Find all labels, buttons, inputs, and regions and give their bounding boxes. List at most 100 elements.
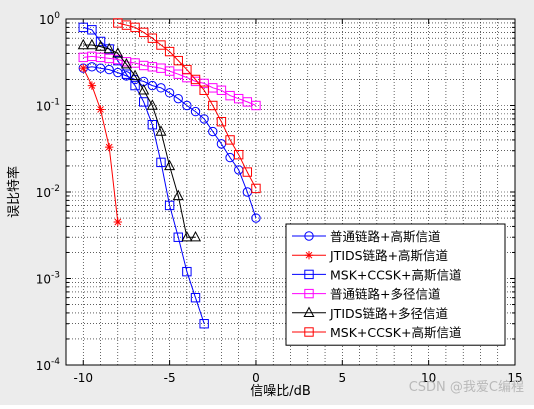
data-point	[95, 40, 107, 51]
data-point	[164, 46, 175, 57]
data-point	[173, 55, 183, 66]
data-point	[147, 33, 158, 43]
data-point	[77, 38, 89, 50]
y-tick-label: 10-4	[36, 357, 61, 373]
data-point	[182, 100, 192, 111]
data-point	[156, 157, 166, 168]
data-point	[208, 100, 218, 111]
series-line	[83, 55, 257, 106]
data-point	[139, 27, 149, 38]
legend-item: 普通链路+多径信道	[292, 287, 441, 302]
legend-label: MSK+CCSK+高斯信道	[330, 325, 462, 340]
data-point	[208, 126, 218, 137]
data-point	[104, 64, 114, 75]
series-3	[78, 22, 209, 329]
data-point	[87, 25, 97, 35]
data-point	[233, 149, 244, 160]
data-point	[304, 269, 314, 280]
data-point	[303, 306, 315, 317]
legend-label: 普通链路+高斯信道	[330, 229, 441, 244]
data-point	[96, 105, 105, 114]
legend-item: 普通链路+高斯信道	[292, 229, 441, 244]
data-point	[139, 97, 149, 107]
x-tick-label: 5	[338, 371, 346, 385]
data-point	[95, 36, 106, 47]
y-tick-label: 10-3	[36, 271, 60, 287]
data-point	[190, 106, 201, 117]
data-point	[242, 167, 253, 177]
series-5	[77, 38, 202, 242]
data-point	[182, 266, 192, 277]
data-point	[173, 93, 183, 104]
data-point	[147, 119, 158, 130]
x-tick-label: 15	[507, 371, 522, 385]
x-tick-label: 10	[421, 371, 436, 385]
data-point	[129, 69, 141, 81]
watermark: CSDN @我爱C编程	[408, 380, 524, 395]
series-6	[113, 18, 261, 194]
y-tick-label: 10-2	[36, 184, 60, 200]
data-point	[87, 81, 97, 90]
data-point	[156, 40, 166, 50]
data-point	[216, 116, 227, 127]
data-point	[304, 231, 314, 241]
legend-label: 普通链路+多径信道	[330, 287, 441, 302]
y-axis-label: 误比特率	[6, 166, 22, 218]
data-point	[164, 159, 176, 171]
legend-item: MSK+CCSK+高斯信道	[292, 267, 462, 282]
data-point	[104, 142, 114, 152]
legend-item: JTIDS链路+高斯信道	[292, 248, 449, 263]
x-tick-label: -10	[73, 371, 93, 385]
series-line	[83, 26, 205, 324]
legend-label: JTIDS链路+高斯信道	[329, 248, 449, 263]
data-point	[190, 74, 201, 85]
data-point	[146, 99, 158, 110]
data-point	[103, 42, 115, 54]
series-4	[78, 51, 261, 111]
data-point	[251, 213, 261, 223]
y-tick-label: 10-1	[36, 98, 60, 114]
data-point	[173, 232, 183, 242]
x-axis-label: 信噪比/dB	[250, 384, 311, 399]
data-point	[86, 38, 98, 50]
data-point	[164, 200, 175, 211]
data-point	[164, 88, 175, 98]
data-point	[113, 217, 123, 227]
data-point	[147, 80, 158, 91]
data-point	[156, 83, 166, 93]
data-point	[251, 183, 261, 194]
data-point	[130, 22, 140, 33]
data-point	[251, 100, 261, 111]
data-point	[304, 251, 314, 260]
series-line	[83, 66, 257, 219]
legend-item: JTIDS链路+多径信道	[292, 306, 449, 321]
data-point	[225, 135, 235, 145]
legend-item: MSK+CCSK+高斯信道	[292, 325, 462, 340]
y-tick-label: 100	[39, 11, 60, 27]
legend-box	[285, 223, 506, 346]
data-point	[189, 230, 202, 242]
data-point	[182, 64, 192, 75]
series-line	[83, 44, 196, 238]
data-point	[199, 85, 209, 95]
legend-label: JTIDS链路+多径信道	[329, 306, 449, 321]
data-point	[304, 327, 314, 337]
legend: 普通链路+高斯信道 JTIDS链路+高斯信道 MSK+CCSK+高斯信道普通链路+多…	[285, 223, 506, 346]
data-point	[138, 83, 150, 95]
data-point	[216, 85, 227, 95]
x-tick-label: -5	[164, 371, 176, 385]
data-point	[304, 288, 314, 299]
x-tick-label: 0	[252, 371, 260, 385]
data-point	[130, 80, 140, 91]
data-point	[120, 57, 132, 69]
data-point	[199, 319, 209, 329]
data-point	[155, 125, 167, 136]
series-2	[79, 63, 123, 227]
legend-label: MSK+CCSK+高斯信道	[330, 267, 462, 282]
data-point	[199, 114, 209, 124]
data-point	[112, 47, 124, 58]
data-point	[79, 63, 88, 73]
series-line	[117, 22, 257, 189]
